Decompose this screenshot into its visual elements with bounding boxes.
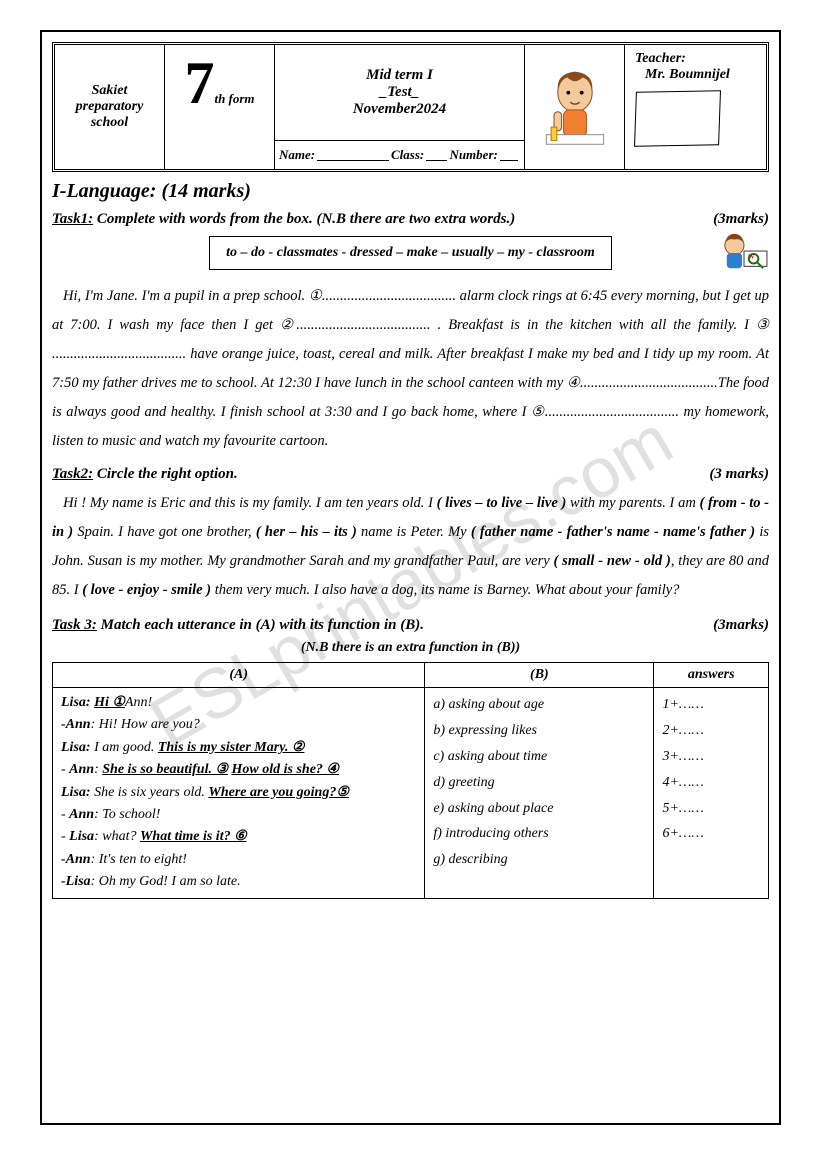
teacher-name: Mr. Boumnijel [635, 67, 730, 83]
blank5[interactable]: ..................................... [545, 398, 679, 427]
a1r: Ann! [125, 695, 152, 710]
a4u1: She is so beautiful. ③ [102, 762, 228, 777]
task1-label: Task1: [52, 211, 93, 227]
header-box: Sakiet preparatory school 7 th form Mid … [52, 42, 769, 172]
p1a: Hi, I'm Jane. I'm a pupil in a prep scho… [63, 288, 322, 304]
a5s: Lisa: [61, 785, 91, 800]
task1-desc: Complete with words from the box. (N.B t… [97, 211, 515, 227]
teacher-cell: Teacher: Mr. Boumnijel [625, 45, 766, 169]
col-b-body: a) asking about age b) expressing likes … [425, 688, 654, 899]
student-image-cell [525, 45, 625, 169]
reading-kid-icon: W [715, 230, 773, 274]
blank4[interactable]: ...................................... [580, 369, 718, 398]
svg-text:W: W [748, 254, 755, 261]
word-box: to – do - classmates - dressed – make – … [209, 236, 612, 270]
b4: d) greeting [433, 770, 645, 796]
a2: -Ann: Hi! How are you? [61, 717, 200, 732]
p2o6[interactable]: ( love - enjoy - smile ) [82, 582, 211, 598]
a4s: - Ann: [61, 762, 102, 777]
blank3[interactable]: ..................................... [52, 340, 186, 369]
task2-label: Task2: [52, 466, 93, 482]
thinking-girl-icon [536, 64, 614, 150]
number-blank[interactable] [500, 149, 518, 161]
ans4[interactable]: 4+…… [662, 770, 760, 796]
col-a-header: (A) [53, 663, 425, 688]
b6: f) introducing others [433, 821, 645, 847]
ans5[interactable]: 5+…… [662, 796, 760, 822]
blank1[interactable]: ..................................... [322, 282, 456, 311]
p2t3: Spain. I have got one brother, [73, 524, 256, 540]
passage1: Hi, I'm Jane. I'm a pupil in a prep scho… [52, 282, 769, 456]
p1c: . Breakfast is in the kitchen with all t… [431, 317, 769, 333]
number-label: Number: [449, 147, 497, 163]
a7u: What time is it? ⑥ [140, 829, 247, 844]
ans1[interactable]: 1+…… [662, 692, 760, 718]
ans2[interactable]: 2+…… [662, 718, 760, 744]
a8: -Ann: It's ten to eight! [61, 852, 187, 867]
a7s: - Lisa: what? [61, 829, 140, 844]
task1-line: Task1: Complete with words from the box.… [52, 211, 769, 228]
p2o1[interactable]: ( lives – to live – live ) [437, 495, 567, 511]
p2o4[interactable]: ( father name - father's name - name's f… [471, 524, 755, 540]
b7: g) describing [433, 847, 645, 873]
class-blank[interactable] [426, 149, 447, 161]
a6: - Ann: To school! [61, 807, 160, 822]
a3u: This is my sister Mary. ② [158, 740, 305, 755]
a1u: Hi ① [94, 695, 125, 710]
form-number: 7 [184, 49, 214, 118]
task3-line: Task 3: Match each utterance in (A) with… [52, 617, 769, 634]
a4u2: How old is she? ④ [232, 762, 339, 777]
col-a-body: Lisa: Hi ①Ann! -Ann: Hi! How are you? Li… [53, 688, 425, 899]
a3s: Lisa: [61, 740, 91, 755]
p2o5[interactable]: ( small - new - old ) [554, 553, 671, 569]
ans6[interactable]: 6+…… [662, 821, 760, 847]
mid-line2: _Test_ [380, 84, 419, 101]
section-title: I-Language: (14 marks) [52, 180, 769, 203]
task3-marks: (3marks) [713, 617, 769, 634]
name-blank[interactable] [317, 149, 389, 161]
b1: a) asking about age [433, 692, 645, 718]
task3-desc: Match each utterance in (A) with its fun… [101, 617, 424, 633]
grade-paper-icon [634, 90, 721, 146]
mid-column: Mid term I _Test_ November2024 Name: Cla… [275, 45, 525, 169]
b5: e) asking about place [433, 796, 645, 822]
p2t2: with my parents. I am [566, 495, 699, 511]
task3-nb: (N.B there is an extra function in (B)) [52, 640, 769, 656]
school-cell: Sakiet preparatory school [55, 45, 165, 169]
p2t4: name is Peter. My [357, 524, 471, 540]
a5u: Where are you going?⑤ [208, 785, 349, 800]
ans3[interactable]: 3+…… [662, 744, 760, 770]
blank2[interactable]: ..................................... [296, 311, 430, 340]
class-label: Class: [391, 147, 424, 163]
form-cell: 7 th form [165, 45, 275, 169]
task2-marks: (3 marks) [709, 466, 769, 483]
match-table: (A) (B) answers Lisa: Hi ①Ann! -Ann: Hi!… [52, 662, 769, 899]
name-row: Name: Class: Number: [275, 141, 524, 169]
mid-line3: November2024 [353, 101, 446, 118]
col-ans-header: answers [654, 663, 769, 688]
b3: c) asking about time [433, 744, 645, 770]
p2o3[interactable]: ( her – his – its ) [256, 524, 357, 540]
test-title-box: Mid term I _Test_ November2024 [275, 45, 524, 141]
task2-line: Task2: Circle the right option. (3 marks… [52, 466, 769, 483]
passage2: Hi ! My name is Eric and this is my fami… [52, 489, 769, 605]
a9: -Lisa: Oh my God! I am so late. [61, 874, 241, 889]
table-body-row: Lisa: Hi ①Ann! -Ann: Hi! How are you? Li… [53, 688, 769, 899]
mid-line1: Mid term I [366, 67, 433, 84]
task1-marks: (3marks) [713, 211, 769, 228]
task3-label: Task 3: [52, 617, 97, 633]
word-box-row: to – do - classmates - dressed – make – … [52, 236, 769, 270]
teacher-label: Teacher: [635, 51, 686, 67]
name-label: Name: [279, 147, 315, 163]
page-frame: Sakiet preparatory school 7 th form Mid … [40, 30, 781, 1125]
task2-desc: Circle the right option. [97, 466, 238, 482]
table-header-row: (A) (B) answers [53, 663, 769, 688]
form-text: th form [214, 91, 254, 107]
p2t1: Hi ! My name is Eric and this is my fami… [63, 495, 437, 511]
col-b-header: (B) [425, 663, 654, 688]
col-ans-body: 1+…… 2+…… 3+…… 4+…… 5+…… 6+…… [654, 688, 769, 899]
a1s: Lisa: [61, 695, 91, 710]
b2: b) expressing likes [433, 718, 645, 744]
p2t7: them very much. I also have a dog, its n… [211, 582, 679, 598]
